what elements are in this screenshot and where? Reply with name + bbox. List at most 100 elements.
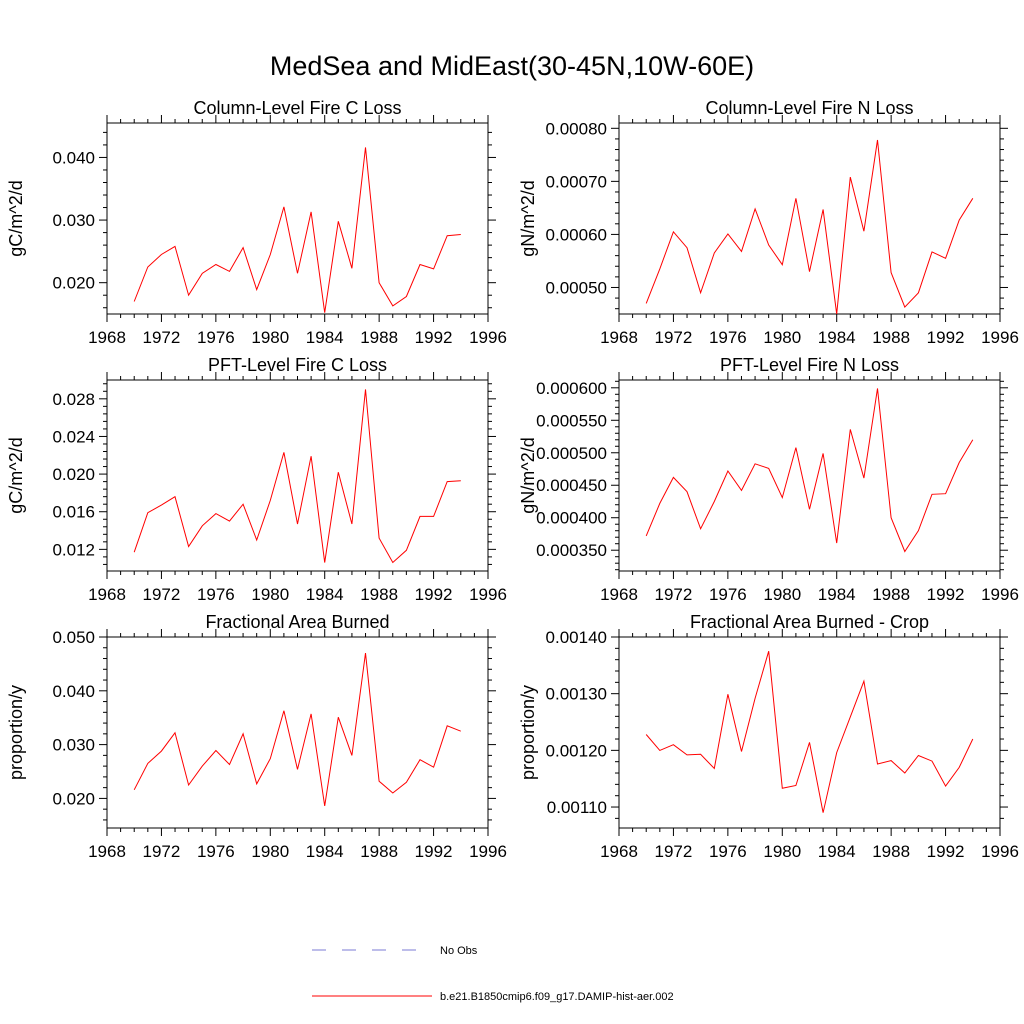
x-tick-label: 1976: [709, 328, 747, 347]
y-axis-label: gC/m^2/d: [6, 437, 26, 513]
panel-title: Column-Level Fire N Loss: [705, 98, 913, 118]
plot-frame: [106, 379, 489, 572]
y-tick-label: 0.040: [52, 148, 95, 167]
plot-frame: [106, 122, 489, 315]
y-tick-label: 0.00110: [547, 798, 607, 817]
x-tick-label: 1992: [927, 328, 965, 347]
x-tick-label: 1984: [306, 585, 344, 604]
x-tick-label: 1996: [981, 328, 1019, 347]
x-tick-label: 1988: [872, 842, 910, 861]
plot-frame: [618, 636, 1001, 829]
y-tick-label: 0.00050: [546, 278, 607, 297]
y-axis-label: gC/m^2/d: [6, 180, 26, 256]
series-line: [133, 147, 461, 313]
x-tick-label: 1984: [818, 328, 856, 347]
x-tick-label: 1976: [197, 842, 235, 861]
y-tick-label: 0.030: [52, 736, 95, 755]
x-tick-label: 1988: [872, 585, 910, 604]
y-tick-label: 0.040: [52, 682, 95, 701]
y-tick-label: 0.00070: [546, 172, 607, 191]
y-axis-label: proportion/y: [6, 685, 26, 780]
x-tick-label: 1984: [306, 328, 344, 347]
x-tick-label: 1972: [143, 842, 181, 861]
y-tick-label: 0.012: [52, 540, 95, 559]
x-tick-label: 1988: [360, 585, 398, 604]
x-tick-label: 1992: [415, 328, 453, 347]
x-tick-label: 1972: [655, 585, 693, 604]
y-tick-label: 0.000600: [536, 379, 607, 398]
y-tick-label: 0.020: [52, 789, 95, 808]
x-tick-label: 1976: [197, 328, 235, 347]
x-tick-label: 1972: [655, 328, 693, 347]
y-tick-label: 0.000400: [536, 509, 607, 528]
y-tick-label: 0.020: [52, 274, 95, 293]
legend-label: b.e21.B1850cmip6.f09_g17.DAMIP-hist-aer.…: [440, 991, 674, 1003]
x-tick-label: 1972: [143, 328, 181, 347]
chart-panel: Fractional Area Burned proportion/y 1968 19…: [6, 612, 507, 861]
panel-title: Fractional Area Burned - Crop: [690, 612, 929, 632]
x-tick-label: 1996: [469, 585, 507, 604]
x-tick-label: 1992: [927, 585, 965, 604]
legend: No Obs b.e21.B1850cmip6.f09_g17.DAMIP-his…: [312, 945, 674, 1003]
x-tick-label: 1968: [600, 842, 638, 861]
x-tick-label: 1988: [360, 842, 398, 861]
x-tick-label: 1972: [655, 842, 693, 861]
series-line: [133, 653, 461, 806]
x-tick-label: 1980: [763, 585, 801, 604]
x-tick-label: 1984: [306, 842, 344, 861]
series-line: [133, 389, 461, 564]
y-tick-label: 0.00130: [546, 685, 607, 704]
y-tick-label: 0.024: [52, 427, 95, 446]
x-tick-label: 1968: [88, 328, 126, 347]
y-axis-label: gN/m^2/d: [518, 180, 538, 256]
y-tick-label: 0.00060: [546, 225, 607, 244]
chart-panel: PFT-Level Fire N Loss gN/m^2/d 1968 1972 197…: [518, 355, 1019, 604]
panel-title: Fractional Area Burned: [205, 612, 389, 632]
x-tick-label: 1968: [88, 585, 126, 604]
y-tick-label: 0.028: [52, 390, 95, 409]
legend-label: No Obs: [440, 945, 478, 957]
y-tick-label: 0.016: [52, 503, 95, 522]
panels: Column-Level Fire C Loss gC/m^2/d 1968 1972…: [6, 98, 1019, 861]
x-tick-label: 1980: [251, 842, 289, 861]
x-tick-label: 1992: [415, 585, 453, 604]
x-tick-label: 1992: [415, 842, 453, 861]
x-tick-label: 1980: [763, 328, 801, 347]
chart-panel: PFT-Level Fire C Loss gC/m^2/d 1968 1972 197…: [6, 355, 507, 604]
y-tick-label: 0.030: [52, 211, 95, 230]
plot-frame: [618, 122, 1001, 315]
y-tick-label: 0.00080: [546, 119, 607, 138]
x-tick-label: 1968: [88, 842, 126, 861]
plot-frame: [106, 636, 489, 829]
panel-title: PFT-Level Fire C Loss: [208, 355, 387, 375]
x-tick-label: 1984: [818, 842, 856, 861]
x-tick-label: 1980: [251, 585, 289, 604]
y-tick-label: 0.000500: [536, 444, 607, 463]
x-tick-label: 1996: [981, 585, 1019, 604]
y-axis-label: proportion/y: [518, 685, 538, 780]
series-line: [645, 139, 974, 315]
x-tick-label: 1996: [469, 842, 507, 861]
x-tick-label: 1996: [981, 842, 1019, 861]
x-tick-label: 1988: [872, 328, 910, 347]
x-tick-label: 1980: [763, 842, 801, 861]
x-tick-label: 1968: [600, 585, 638, 604]
chart-panel: Column-Level Fire C Loss gC/m^2/d 1968 1972…: [6, 98, 507, 347]
x-tick-label: 1984: [818, 585, 856, 604]
panel-title: PFT-Level Fire N Loss: [720, 355, 899, 375]
y-tick-label: 0.00120: [546, 741, 607, 760]
y-tick-label: 0.000350: [536, 541, 607, 560]
x-tick-label: 1988: [360, 328, 398, 347]
x-tick-label: 1972: [143, 585, 181, 604]
x-tick-label: 1980: [251, 328, 289, 347]
series-line: [645, 388, 974, 553]
x-tick-label: 1968: [600, 328, 638, 347]
y-tick-label: 0.000450: [536, 476, 607, 495]
y-tick-label: 0.020: [52, 465, 95, 484]
panel-title: Column-Level Fire C Loss: [193, 98, 401, 118]
y-tick-label: 0.00140: [546, 628, 607, 647]
x-tick-label: 1976: [197, 585, 235, 604]
plot-frame: [618, 379, 1001, 572]
x-tick-label: 1976: [709, 585, 747, 604]
